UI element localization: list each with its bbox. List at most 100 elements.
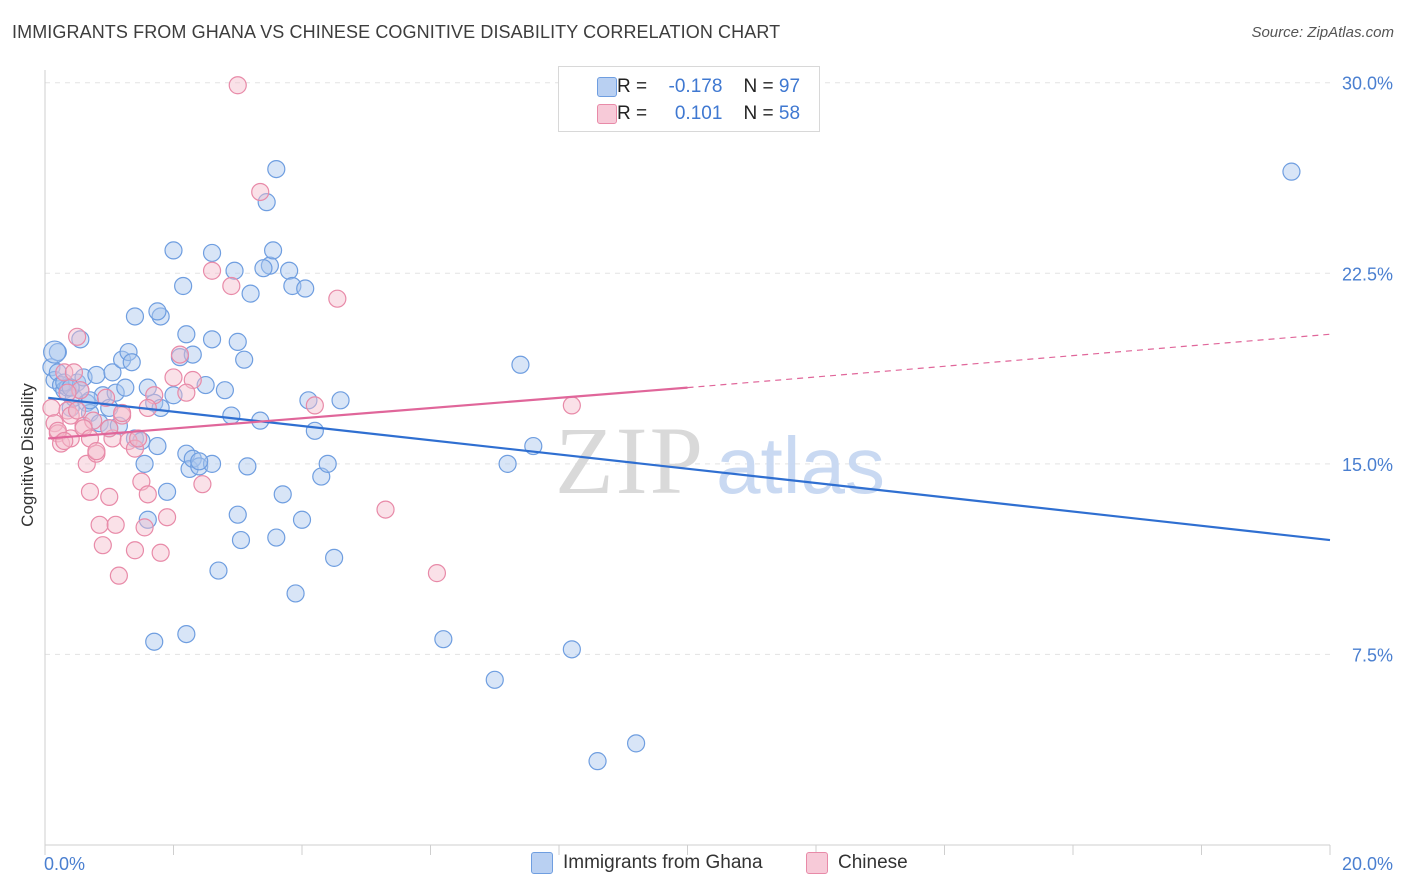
tick-labels: 7.5% 15.0% 22.5% 30.0% 0.0% 20.0% [44, 74, 1393, 874]
data-point [241, 284, 260, 303]
series-legend-item-chinese[interactable]: Chinese [806, 852, 908, 874]
data-point [228, 76, 247, 95]
data-point [562, 640, 581, 659]
legend-swatch-ghana [597, 77, 617, 97]
series-legend-label-ghana: Immigrants from Ghana [563, 852, 763, 873]
data-point [164, 368, 183, 387]
data-point [296, 279, 315, 298]
data-point [71, 330, 90, 349]
data-point [80, 482, 100, 501]
grid-lines [45, 82, 1330, 655]
y-axis-label: Cognitive Disability [18, 383, 37, 527]
data-point [119, 342, 138, 362]
data-point [129, 429, 148, 448]
data-point [68, 401, 87, 420]
data-point [238, 457, 257, 476]
data-point [292, 510, 312, 529]
data-point [267, 159, 286, 179]
data-point [90, 515, 109, 534]
series-legend-label-chinese: Chinese [838, 852, 908, 873]
data-point [498, 454, 517, 473]
data-point [48, 342, 67, 362]
data-point [202, 243, 222, 263]
data-point [202, 261, 222, 280]
trend-line-chinese [48, 386, 688, 440]
data-point [286, 584, 305, 603]
x-tick-label-1: 20.0% [1342, 854, 1393, 874]
correlation-legend: R = -0.178 N = 97 R = 0.101 N = 58 [558, 66, 820, 132]
legend-row-chinese: R = 0.101 N = 58 [597, 101, 801, 127]
series-legend-item-ghana[interactable]: Immigrants from Ghana [531, 852, 763, 874]
data-point [100, 487, 119, 506]
watermark-atlas: atlas [716, 421, 885, 510]
data-point [106, 383, 125, 402]
data-point [112, 403, 132, 423]
axes [44, 70, 1331, 855]
data-point [235, 350, 254, 369]
data-point [267, 528, 286, 547]
data-point [96, 388, 116, 407]
series-legend-swatch-ghana [531, 852, 553, 874]
data-point [485, 670, 504, 689]
legend-r-label: R = [617, 103, 648, 124]
data-point [305, 421, 324, 440]
data-point [331, 391, 350, 410]
data-point [103, 363, 122, 382]
data-point [257, 193, 276, 212]
series-chinese-points [42, 76, 581, 585]
data-point [305, 396, 324, 415]
legend-r-value-ghana: -0.178 [668, 76, 723, 97]
y-tick-label-3: 30.0% [1342, 74, 1393, 94]
data-point [43, 340, 67, 364]
data-point [325, 548, 344, 567]
data-point [135, 518, 154, 537]
legend-r-label: R = [617, 76, 648, 97]
data-point [376, 500, 395, 519]
legend-swatch-chinese [597, 104, 617, 124]
data-point [138, 378, 157, 397]
data-point [157, 508, 177, 527]
trend-line-chinese-extension [687, 333, 1331, 389]
y-tick-label-0: 7.5% [1352, 645, 1393, 665]
y-tick-label-1: 15.0% [1342, 455, 1393, 475]
data-point [228, 332, 247, 351]
data-point [222, 276, 241, 296]
data-point [58, 383, 77, 402]
legend-n-value-chinese: 58 [778, 103, 801, 124]
data-point [177, 325, 196, 344]
series-legend: Immigrants from Ghana Chinese [0, 852, 1406, 878]
data-point [151, 543, 170, 562]
data-point [251, 182, 270, 202]
data-point [55, 431, 74, 451]
data-point [55, 363, 74, 382]
legend-n-label: N = [743, 76, 774, 97]
data-point [125, 307, 145, 326]
data-point [254, 259, 273, 278]
x-tick-label-0: 0.0% [44, 854, 85, 874]
data-point [125, 439, 145, 458]
data-point [116, 378, 135, 397]
data-point [148, 302, 167, 321]
data-point [48, 421, 67, 440]
legend-r-value-chinese: 0.101 [674, 103, 723, 124]
data-point [145, 632, 164, 651]
data-point [328, 289, 347, 308]
data-point [148, 436, 167, 456]
data-point [164, 241, 183, 260]
data-point [588, 752, 607, 771]
watermark-zip: ZIP [555, 407, 705, 514]
data-point [87, 365, 106, 385]
data-point [562, 396, 581, 415]
data-point [228, 505, 247, 524]
data-point [427, 564, 447, 583]
data-point [174, 276, 193, 296]
data-point [511, 355, 530, 374]
data-point [263, 241, 283, 260]
data-point [109, 566, 128, 585]
data-point [231, 530, 251, 550]
data-point [106, 515, 125, 534]
data-point [68, 327, 87, 346]
data-point [138, 485, 157, 504]
data-point [190, 452, 209, 471]
data-point [318, 454, 337, 473]
